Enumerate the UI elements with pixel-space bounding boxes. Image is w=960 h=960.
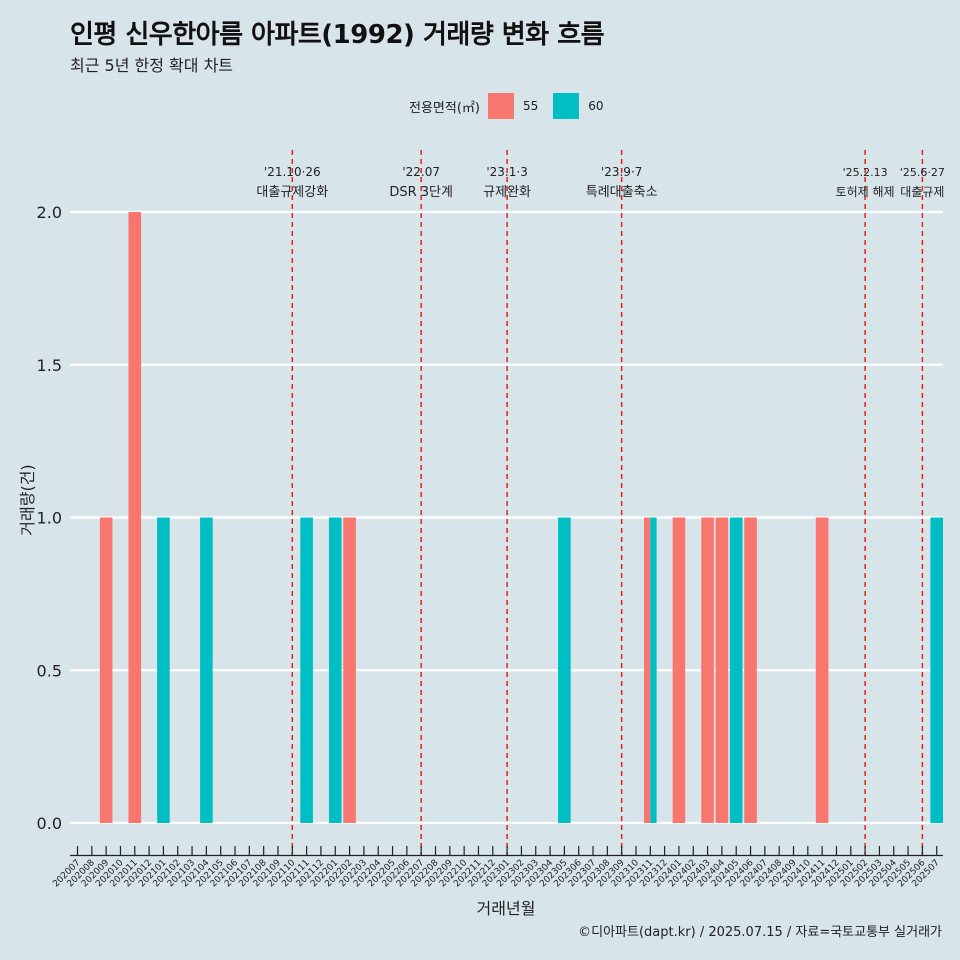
- chart-subtitle: 최근 5년 한정 확대 차트: [70, 56, 234, 75]
- bar-60-202305: [558, 517, 571, 823]
- legend-label-60: 60: [588, 99, 604, 113]
- bar-60-202101: [157, 517, 170, 823]
- y-tick-label: 0.0: [37, 814, 62, 833]
- bar-55-202406: [744, 517, 757, 823]
- bar-55-202009: [99, 517, 113, 823]
- event-label: 규제완화: [483, 185, 531, 200]
- event-layer: '21.10·26 대출규제강화 '22.07 DSR 3단계 '23.1·3 규제완화 '…: [256, 150, 945, 855]
- legend-title: 전용면적(㎡): [409, 100, 480, 116]
- event-label: DSR 3단계: [389, 185, 453, 200]
- event-label: 특례대출축소: [586, 185, 658, 200]
- bar-60-202405: [729, 517, 743, 823]
- y-axis-title: 거래량(건): [18, 464, 37, 535]
- bar-55-202411: [815, 517, 829, 823]
- bar-60-202104: [200, 517, 213, 823]
- event-date: '21.10·26: [264, 165, 321, 179]
- event-date: '25.6·27: [900, 166, 945, 179]
- bar-55-202011: [128, 212, 142, 823]
- bar-60-202507: [930, 517, 943, 823]
- event-date: '23.1·3: [486, 165, 527, 179]
- y-tick-label: 1.0: [37, 509, 62, 528]
- legend-label-55: 55: [522, 99, 539, 113]
- bar-55-202401: [672, 517, 686, 823]
- x-axis-title: 거래년월: [477, 899, 536, 918]
- y-tick-label: 0.5: [37, 661, 62, 680]
- bar-60-202111: [300, 517, 313, 823]
- legend-swatch-55: [487, 93, 514, 119]
- bar-55-202202: [343, 517, 356, 823]
- event-date: '22.07: [402, 165, 440, 179]
- event-label: 토허제 해제: [836, 185, 895, 199]
- bar-60-202311: [650, 517, 657, 823]
- event-date: '25.2.13: [843, 166, 888, 179]
- bar-layer: [99, 212, 943, 823]
- grid-layer: [70, 210, 943, 825]
- legend-swatch-60: [553, 93, 580, 119]
- event-label: 대출규제: [900, 185, 944, 199]
- y-tick-label: 2.0: [37, 203, 62, 222]
- bar-60-202201: [328, 517, 342, 823]
- caption: ©디아파트(dapt.kr) / 2025.07.15 / 자료=국토교통부 실…: [578, 925, 942, 940]
- axis-layer: 0.00.51.01.52.02020072020082020092020102…: [37, 203, 943, 889]
- bar-55-202403: [701, 517, 714, 823]
- event-date: '23.9·7: [601, 165, 642, 179]
- y-tick-label: 1.5: [37, 356, 62, 375]
- bar-55-202404: [715, 517, 729, 823]
- bar-55-202311: [644, 517, 651, 823]
- legend: 전용면적(㎡) 55 60: [409, 93, 619, 119]
- event-label: 대출규제강화: [256, 185, 328, 200]
- chart-title: 인평 신우한아름 아파트(1992) 거래량 변화 흐름: [70, 20, 605, 50]
